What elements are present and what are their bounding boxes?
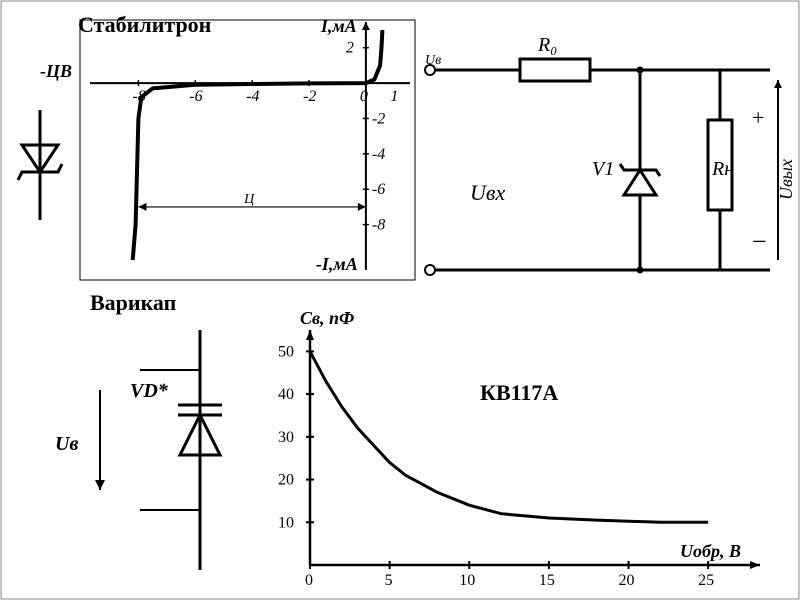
x-tick-label: 5	[385, 572, 393, 589]
y-axis-arrow	[306, 330, 314, 340]
varicap-symbol: Uв VD*	[55, 330, 222, 570]
dim-arrow	[138, 203, 146, 211]
y-tick-label: 50	[278, 343, 294, 360]
x-tick-label: -2	[303, 88, 316, 105]
label-plus: +	[752, 105, 764, 130]
y-tick-label: 40	[278, 386, 294, 403]
label-Uout: Uвых	[776, 159, 796, 200]
label-Uin2: Uв	[425, 53, 441, 68]
cv-y-label: Cв, пФ	[300, 308, 354, 328]
y-axis-label-top: I,мА	[320, 16, 357, 36]
zener-iv-curve	[133, 30, 383, 260]
x-tick-label: 0	[305, 572, 313, 589]
y-tick-label: 30	[278, 429, 294, 446]
x-tick-label: 10	[459, 572, 475, 589]
dim-arrow	[358, 203, 366, 211]
zener-title: Стабилитрон	[78, 12, 212, 37]
label-minus: −	[752, 227, 767, 256]
x-axis-arrow	[750, 561, 760, 569]
cv-x-label: Uобр, В	[680, 541, 741, 561]
zener-symbol	[18, 110, 62, 220]
input-terminal-bottom	[425, 265, 435, 275]
regulator-circuit: R₀ V1 Rн Uвых + − Uвх Uв	[425, 34, 796, 275]
y-axis-label-bottom: -I,мА	[316, 254, 358, 274]
label-Uin: Uвх	[470, 180, 505, 205]
x-tick-label: 0	[360, 88, 368, 105]
zener-V1-triangle	[624, 170, 656, 195]
y-tick-label: 2	[346, 40, 354, 57]
label-RH: Rн	[711, 158, 734, 180]
y-tick-label: -4	[372, 146, 385, 163]
dim-label: Ц	[243, 192, 255, 207]
x-axis-label: -ЦВ	[40, 61, 72, 81]
y-axis-arrow	[362, 22, 370, 30]
label-VD: VD*	[130, 380, 169, 402]
y-tick-label: 10	[278, 514, 294, 531]
x-tick-label: 15	[539, 572, 555, 589]
y-tick-label: -6	[372, 181, 385, 198]
x-tick-label: -6	[189, 88, 202, 105]
x-tick-label: 20	[619, 572, 635, 589]
zener-plot-frame	[80, 20, 415, 280]
cv-curve	[310, 351, 708, 522]
y-tick-label: -8	[372, 217, 385, 234]
y-tick-label: 20	[278, 472, 294, 489]
label-V1: V1	[592, 158, 614, 180]
x-tick-label: 25	[698, 572, 714, 589]
varicap-title: Варикап	[90, 290, 177, 315]
x-tick-label: 1	[390, 88, 398, 105]
label-R0: R₀	[537, 34, 557, 56]
resistor-R0	[520, 59, 590, 81]
y-tick-label: -2	[372, 110, 385, 127]
label-UB: Uв	[55, 433, 78, 455]
x-tick-label: -4	[246, 88, 259, 105]
cv-title: КВ117А	[480, 380, 558, 405]
